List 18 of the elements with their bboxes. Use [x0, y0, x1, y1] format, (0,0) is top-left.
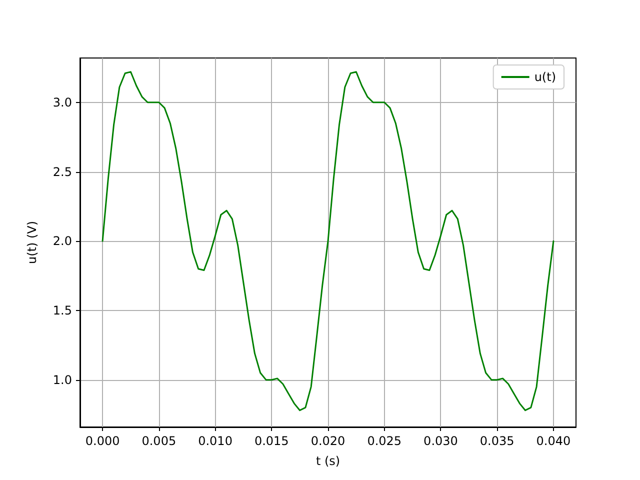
x-tick-label: 0.025: [367, 434, 402, 448]
x-tick-label: 0.015: [254, 434, 289, 448]
x-axis-title: t (s): [316, 454, 340, 468]
y-tick-label: 2.0: [52, 234, 72, 248]
x-tick-label: 0.005: [142, 434, 176, 448]
x-tick-label: 0.020: [310, 434, 346, 448]
x-tick-label: 0.040: [536, 434, 571, 448]
x-tick-label: 0.000: [85, 434, 120, 448]
legend-label: u(t): [534, 70, 556, 84]
x-tick-label: 0.035: [480, 434, 514, 448]
x-tick-label: 0.030: [424, 434, 458, 448]
y-tick-label: 2.5: [52, 164, 72, 179]
x-tick-label: 0.010: [198, 434, 232, 448]
y-tick-label: 1.0: [52, 372, 72, 387]
y-tick-label: 3.0: [52, 95, 72, 110]
y-tick-label: 1.5: [52, 303, 72, 318]
y-axis-title: u(t) (V): [25, 220, 39, 264]
line-series: [102, 71, 554, 412]
